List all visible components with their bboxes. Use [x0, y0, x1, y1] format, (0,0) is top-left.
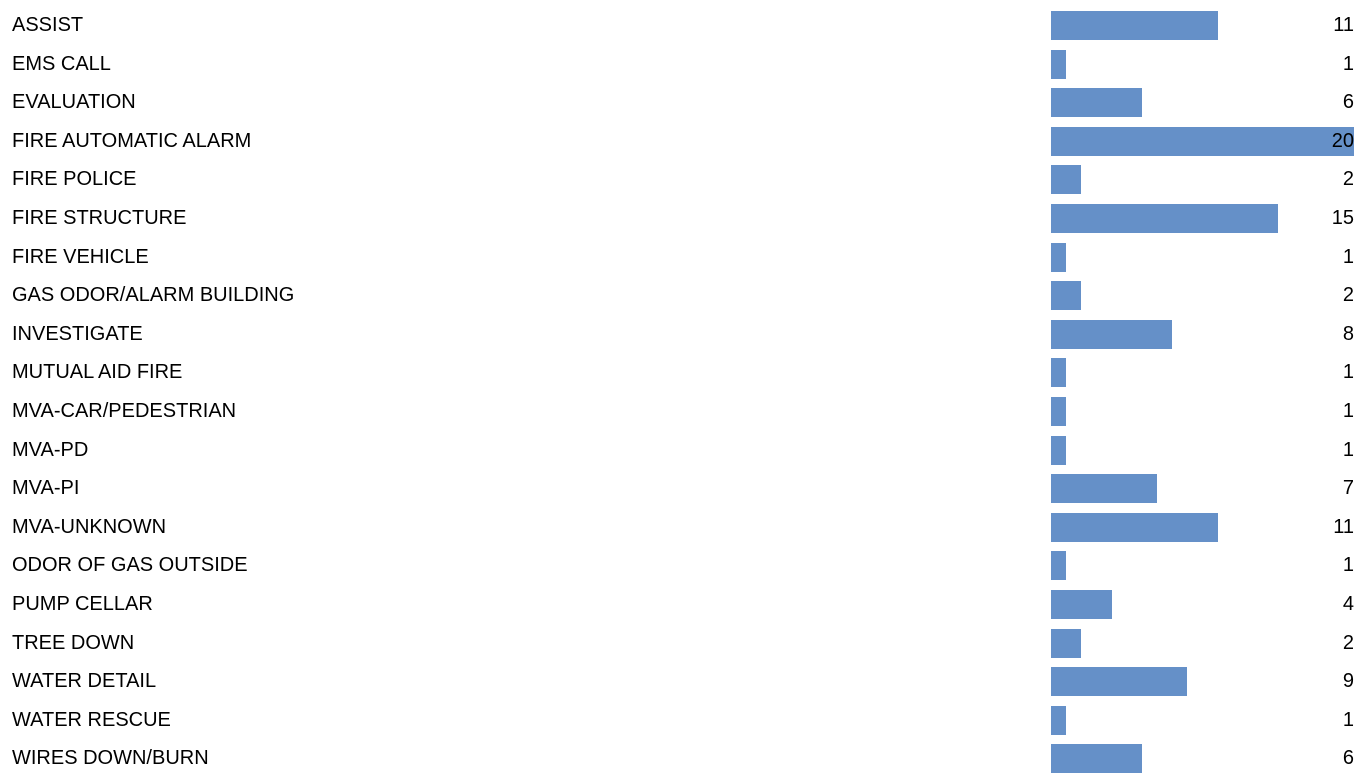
value-label: 1 [1342, 361, 1354, 384]
category-label: MVA-PD [12, 438, 89, 461]
value-label: 2 [1342, 284, 1354, 307]
value-label: 1 [1342, 400, 1354, 422]
category-label: ASSIST [12, 14, 84, 36]
category-label: FIRE VEHICLE [12, 245, 149, 268]
bar-row: EMS CALL 1 [0, 45, 1370, 84]
bar-row: EVALUATION 6 [0, 83, 1370, 122]
category-label: FIRE AUTOMATIC ALARM [12, 129, 252, 152]
category-label: INVESTIGATE [12, 322, 143, 345]
value-label: 7 [1342, 477, 1354, 500]
bar-row: INVESTIGATE 8 [0, 315, 1370, 354]
category-label: WATER DETAIL [12, 670, 157, 693]
bar [1051, 358, 1067, 388]
category-label: ODOR OF GAS OUTSIDE [12, 554, 248, 577]
bar [1051, 11, 1218, 40]
bar [1051, 512, 1218, 542]
category-label: FIRE POLICE [12, 168, 137, 191]
value-label: 1 [1342, 554, 1354, 577]
bar [1051, 435, 1067, 465]
bar-row: ODOR OF GAS OUTSIDE 1 [0, 546, 1370, 585]
value-label: 11 [1333, 515, 1354, 538]
category-label: PUMP CELLAR [12, 593, 153, 615]
bar [1051, 628, 1082, 658]
category-label: EMS CALL [12, 52, 111, 75]
value-label: 1 [1342, 438, 1354, 461]
category-label: EVALUATION [12, 91, 136, 114]
value-label: 1 [1342, 245, 1354, 268]
bar [1051, 126, 1354, 156]
category-label: MVA-PI [12, 477, 80, 500]
bar-row: MVA-UNKNOWN 11 [0, 508, 1370, 547]
bar [1051, 165, 1082, 195]
bar-row: MVA-PI 7 [0, 469, 1370, 508]
value-label: 6 [1342, 91, 1354, 114]
bar [1051, 397, 1067, 426]
value-label: 2 [1342, 631, 1354, 654]
bar [1051, 281, 1082, 311]
value-label: 2 [1342, 168, 1354, 191]
category-label: WIRES DOWN/BURN [12, 747, 209, 770]
bar-row: FIRE STRUCTURE 15 [0, 199, 1370, 238]
bar-row: FIRE AUTOMATIC ALARM 20 [0, 122, 1370, 161]
bar [1051, 49, 1067, 79]
bar [1051, 551, 1067, 581]
value-label: 11 [1333, 14, 1354, 36]
category-label: MVA-CAR/PEDESTRIAN [12, 400, 237, 422]
bar-row: GAS ODOR/ALARM BUILDING 2 [0, 276, 1370, 315]
category-label: MUTUAL AID FIRE [12, 361, 183, 384]
value-label: 20 [1331, 129, 1354, 152]
bar-row: MVA-CAR/PEDESTRIAN 1 [0, 392, 1370, 431]
bar [1051, 204, 1279, 233]
bar [1051, 705, 1067, 735]
value-label: 1 [1342, 52, 1354, 75]
category-label: GAS ODOR/ALARM BUILDING [12, 284, 295, 307]
bar-row: TREE DOWN 2 [0, 624, 1370, 663]
bar-row: WIRES DOWN/BURN 6 [0, 739, 1370, 778]
bar [1051, 242, 1067, 272]
bar-row: MVA-PD 1 [0, 431, 1370, 470]
bar [1051, 319, 1173, 349]
category-label: TREE DOWN [12, 631, 135, 654]
value-label: 4 [1342, 593, 1354, 615]
bar-row: ASSIST 11 [0, 6, 1370, 45]
bar-row: WATER DETAIL 9 [0, 662, 1370, 701]
value-label: 6 [1342, 747, 1354, 770]
bar-row: WATER RESCUE 1 [0, 701, 1370, 740]
value-label: 8 [1342, 322, 1354, 345]
bar-row: FIRE POLICE 2 [0, 160, 1370, 199]
bar-row: PUMP CELLAR 4 [0, 585, 1370, 624]
value-label: 15 [1331, 207, 1354, 229]
value-label: 1 [1342, 708, 1354, 731]
bar [1051, 667, 1188, 697]
bar-row: MUTUAL AID FIRE 1 [0, 353, 1370, 392]
bar [1051, 590, 1112, 619]
category-label: FIRE STRUCTURE [12, 207, 187, 229]
bar [1051, 744, 1142, 774]
bar-row: FIRE VEHICLE 1 [0, 238, 1370, 277]
value-label: 9 [1342, 670, 1354, 693]
bar [1051, 88, 1142, 118]
bar [1051, 474, 1158, 504]
category-label: MVA-UNKNOWN [12, 515, 167, 538]
category-label: WATER RESCUE [12, 708, 171, 731]
